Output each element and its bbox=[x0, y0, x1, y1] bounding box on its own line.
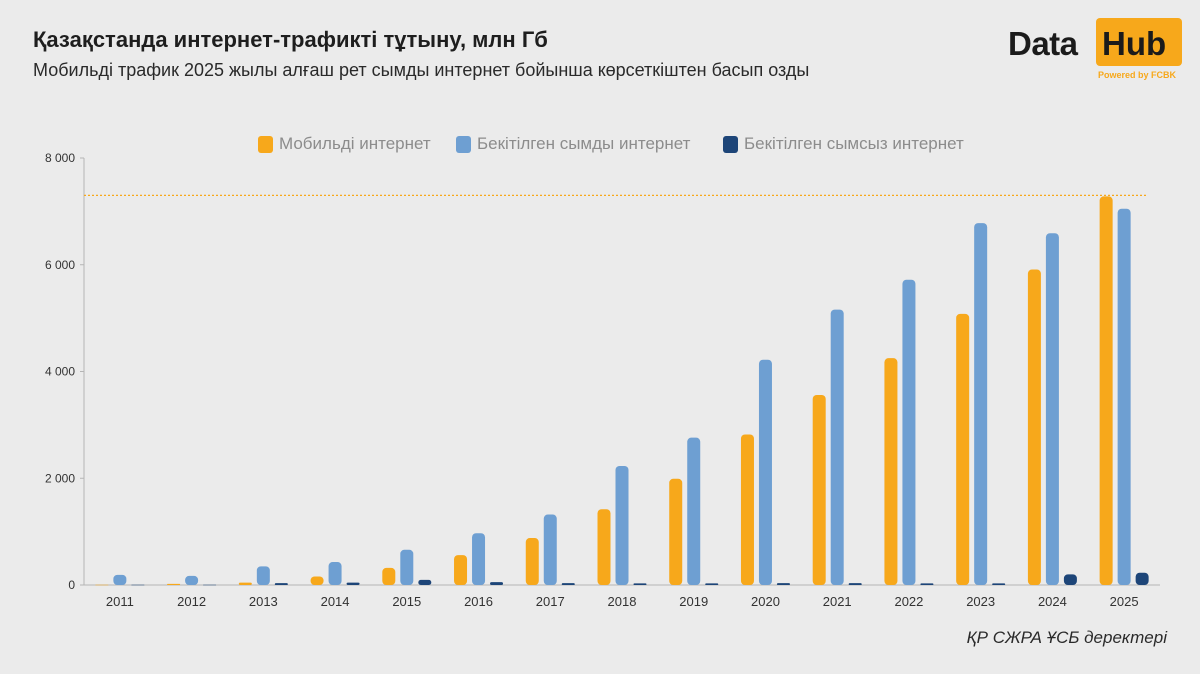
bar-fixed-wired-2024 bbox=[1045, 233, 1059, 586]
x-tick-label: 2024 bbox=[1038, 594, 1067, 609]
bar-fixed-wireless-2024 bbox=[1063, 574, 1077, 585]
bar-fixed-wired-2021 bbox=[830, 309, 844, 585]
x-tick-label: 2021 bbox=[823, 594, 852, 609]
bar-mobile-2023 bbox=[956, 313, 970, 585]
chart-legend: Мобильді интернет Бекітілген сымды интер… bbox=[0, 132, 1200, 156]
bar-mobile-2019 bbox=[669, 478, 683, 585]
bar-fixed-wireless-2023 bbox=[992, 583, 1006, 585]
bar-mobile-2024 bbox=[1027, 269, 1041, 585]
bar-fixed-wireless-2020 bbox=[776, 583, 790, 585]
legend-swatch-mobile bbox=[258, 136, 273, 153]
bar-fixed-wired-2019 bbox=[687, 437, 701, 585]
bar-fixed-wired-2011 bbox=[113, 574, 127, 585]
data-source-note: ҚР СЖРА ҰСБ деректері bbox=[966, 628, 1167, 647]
y-tick-label: 0 bbox=[68, 578, 75, 592]
y-tick-label: 2 000 bbox=[45, 471, 75, 485]
bar-fixed-wireless-2022 bbox=[920, 583, 934, 585]
x-tick-label: 2025 bbox=[1110, 594, 1139, 609]
bar-fixed-wired-2016 bbox=[472, 533, 486, 585]
logo-hub-box bbox=[1096, 18, 1182, 66]
bar-mobile-2025 bbox=[1099, 196, 1113, 585]
bar-mobile-2016 bbox=[454, 555, 468, 585]
bar-fixed-wireless-2021 bbox=[848, 583, 862, 585]
datahub-logo: Data Hub Powered by FCBK bbox=[1004, 16, 1186, 88]
bar-mobile-2020 bbox=[740, 434, 754, 585]
legend-label-fixed-wireless: Бекітілген сымсыз интернет bbox=[744, 134, 964, 153]
x-tick-label: 2023 bbox=[966, 594, 995, 609]
x-tick-label: 2011 bbox=[106, 594, 134, 609]
bar-mobile-2013 bbox=[238, 582, 252, 585]
logo-powered-text: Powered by FCBK bbox=[1098, 70, 1177, 80]
bar-fixed-wired-2017 bbox=[543, 514, 557, 585]
y-tick-label: 8 000 bbox=[45, 151, 75, 165]
bar-fixed-wireless-2017 bbox=[561, 583, 575, 585]
x-tick-label: 2014 bbox=[321, 594, 350, 609]
x-tick-label: 2019 bbox=[679, 594, 708, 609]
bar-fixed-wired-2023 bbox=[974, 223, 988, 585]
bar-mobile-2011 bbox=[95, 584, 109, 586]
bar-fixed-wired-2015 bbox=[400, 549, 414, 585]
legend-swatch-fixed-wired bbox=[456, 136, 471, 153]
bar-fixed-wireless-2016 bbox=[490, 582, 504, 585]
bar-fixed-wireless-2019 bbox=[705, 583, 719, 585]
legend-label-mobile: Мобильді интернет bbox=[279, 134, 431, 153]
legend-swatch-fixed-wireless bbox=[723, 136, 738, 153]
bar-fixed-wired-2013 bbox=[256, 566, 270, 585]
x-tick-label: 2015 bbox=[392, 594, 421, 609]
bar-fixed-wireless-2012 bbox=[203, 584, 217, 586]
bar-mobile-2021 bbox=[812, 394, 826, 585]
bar-fixed-wireless-2013 bbox=[274, 583, 288, 585]
y-tick-label: 6 000 bbox=[45, 258, 75, 272]
bar-fixed-wireless-2011 bbox=[131, 584, 145, 586]
bar-mobile-2018 bbox=[597, 509, 611, 585]
bar-mobile-2014 bbox=[310, 576, 324, 585]
chart-subtitle: Мобильді трафик 2025 жылы алғаш рет сымд… bbox=[33, 60, 810, 80]
bar-mobile-2012 bbox=[167, 583, 181, 585]
logo-hub-text: Hub bbox=[1102, 25, 1167, 62]
x-tick-label: 2022 bbox=[894, 594, 923, 609]
bar-mobile-2015 bbox=[382, 567, 396, 585]
x-tick-label: 2016 bbox=[464, 594, 493, 609]
bar-mobile-2017 bbox=[525, 538, 539, 585]
x-tick-label: 2020 bbox=[751, 594, 780, 609]
x-tick-label: 2018 bbox=[608, 594, 637, 609]
bar-fixed-wired-2022 bbox=[902, 279, 916, 585]
bar-mobile-2022 bbox=[884, 358, 898, 585]
bar-fixed-wireless-2015 bbox=[418, 579, 432, 585]
bar-fixed-wired-2014 bbox=[328, 562, 342, 585]
x-tick-label: 2013 bbox=[249, 594, 278, 609]
chart-title: Қазақстанда интернет-трафикті тұтыну, мл… bbox=[33, 27, 548, 52]
bar-fixed-wired-2025 bbox=[1117, 208, 1131, 586]
bar-fixed-wired-2020 bbox=[758, 359, 772, 585]
x-tick-label: 2012 bbox=[177, 594, 206, 609]
bar-fixed-wireless-2014 bbox=[346, 582, 360, 585]
bar-fixed-wireless-2025 bbox=[1135, 572, 1149, 585]
bar-fixed-wireless-2018 bbox=[633, 583, 647, 585]
logo-data-text: Data bbox=[1008, 25, 1078, 62]
bar-fixed-wired-2018 bbox=[615, 465, 629, 585]
bar-fixed-wired-2012 bbox=[185, 575, 199, 585]
legend-label-fixed-wired: Бекітілген сымды интернет bbox=[477, 134, 691, 153]
x-tick-label: 2017 bbox=[536, 594, 565, 609]
y-tick-label: 4 000 bbox=[45, 365, 75, 379]
